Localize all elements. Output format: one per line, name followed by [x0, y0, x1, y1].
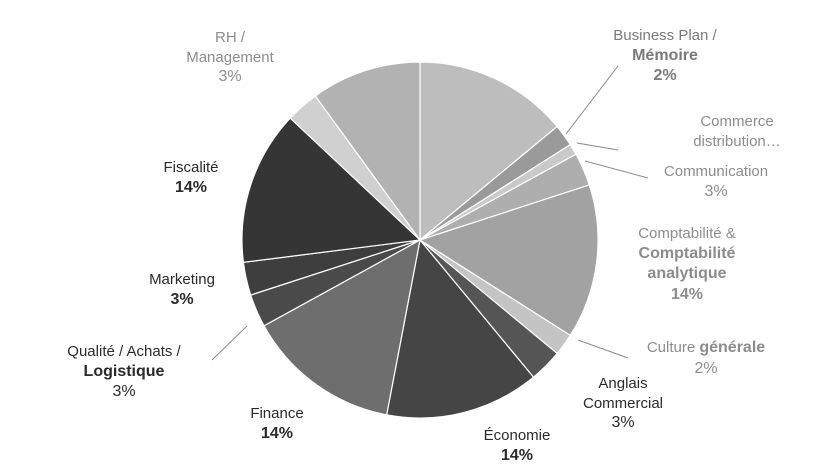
leader-line-business-plan: [565, 65, 619, 135]
label-business-plan: Business Plan / Mémoire 2%: [590, 26, 740, 87]
label-fiscalite: Fiscalité 14%: [146, 158, 236, 198]
pie-slice-comptabilit-comptabilit-analytique: [418, 184, 599, 337]
label-communication-name: Communication: [663, 163, 769, 180]
label-culture: Culture générale 2%: [622, 338, 790, 380]
label-marketing: Marketing 3%: [130, 270, 234, 310]
leader-line-communication: [584, 160, 649, 179]
label-comptabilite: Comptabilité & Comptabilité analytique 1…: [612, 224, 762, 306]
label-finance-name: Finance: [250, 405, 304, 422]
label-marketing-pct: 3%: [170, 290, 194, 308]
label-anglais-pct: 3%: [611, 414, 635, 431]
label-business-plan-name-a: Business Plan /: [613, 27, 717, 44]
leader-line-commerce: [576, 142, 619, 151]
label-communication-pct: 3%: [704, 182, 728, 200]
label-comptabilite-name-a: Comptabilité &: [638, 225, 736, 242]
label-economie-name: Économie: [483, 427, 551, 444]
label-fiscalite-pct: 14%: [174, 178, 208, 196]
label-seminaire: Séminaire 10%: [266, 18, 366, 58]
label-rh-name-b: Management: [186, 48, 274, 66]
label-culture-name: Culture générale: [622, 338, 790, 359]
label-droit-pct: 14%: [518, 42, 552, 60]
label-economie-pct: 14%: [500, 446, 534, 464]
pie-slice-fiscalit: [241, 117, 422, 263]
label-rh: RH / Management 3%: [168, 28, 292, 88]
pie-slice-finance: [263, 238, 421, 416]
pie-slice-droit: [419, 61, 558, 242]
label-culture-pct: 2%: [694, 359, 718, 377]
pie-slice-s-minaire: [314, 61, 421, 242]
label-seminaire-pct: 10%: [299, 38, 333, 56]
label-comptabilite-name-b: Comptabilité: [638, 244, 736, 262]
label-culture-name-a: Culture: [646, 339, 700, 356]
label-seminaire-name: Séminaire: [282, 19, 350, 36]
label-anglais-name-a: Anglais: [598, 375, 648, 392]
label-commerce-name-b: distribution…: [693, 132, 781, 150]
label-droit: Droit 14%: [495, 22, 575, 62]
label-qualite-name-a: Qualité / Achats /: [67, 343, 181, 360]
label-comptabilite-pct: 14%: [670, 286, 704, 304]
label-qualite: Qualité / Achats / Logistique 3%: [44, 342, 204, 403]
label-rh-pct: 3%: [218, 68, 242, 85]
label-business-plan-name-b: Mémoire: [632, 46, 698, 64]
pie-slice-conomie: [385, 238, 535, 419]
label-commerce-name-a: Commerce: [700, 113, 774, 130]
leader-line-culture: [577, 339, 629, 359]
label-communication: Communication 3%: [646, 162, 786, 202]
leader-line-qualite: [211, 325, 248, 361]
label-marketing-name: Marketing: [149, 271, 215, 288]
label-culture-name-b: générale: [699, 339, 766, 356]
label-finance: Finance 14%: [232, 404, 322, 444]
label-qualite-pct: 3%: [112, 383, 136, 401]
label-commerce: Commerce distribution…: [652, 112, 822, 151]
label-economie: Économie 14%: [462, 426, 572, 466]
label-finance-pct: 14%: [260, 424, 294, 442]
label-comptabilite-name-c: analytique: [647, 265, 727, 283]
label-rh-name-a: RH /: [215, 29, 245, 46]
label-qualite-name-b: Logistique: [83, 362, 165, 380]
label-anglais: Anglais Commercial 3%: [568, 374, 678, 434]
label-anglais-name-b: Commercial: [582, 394, 663, 412]
label-droit-name: Droit: [519, 23, 551, 40]
label-business-plan-pct: 2%: [653, 67, 677, 85]
label-fiscalite-name: Fiscalité: [163, 159, 219, 176]
